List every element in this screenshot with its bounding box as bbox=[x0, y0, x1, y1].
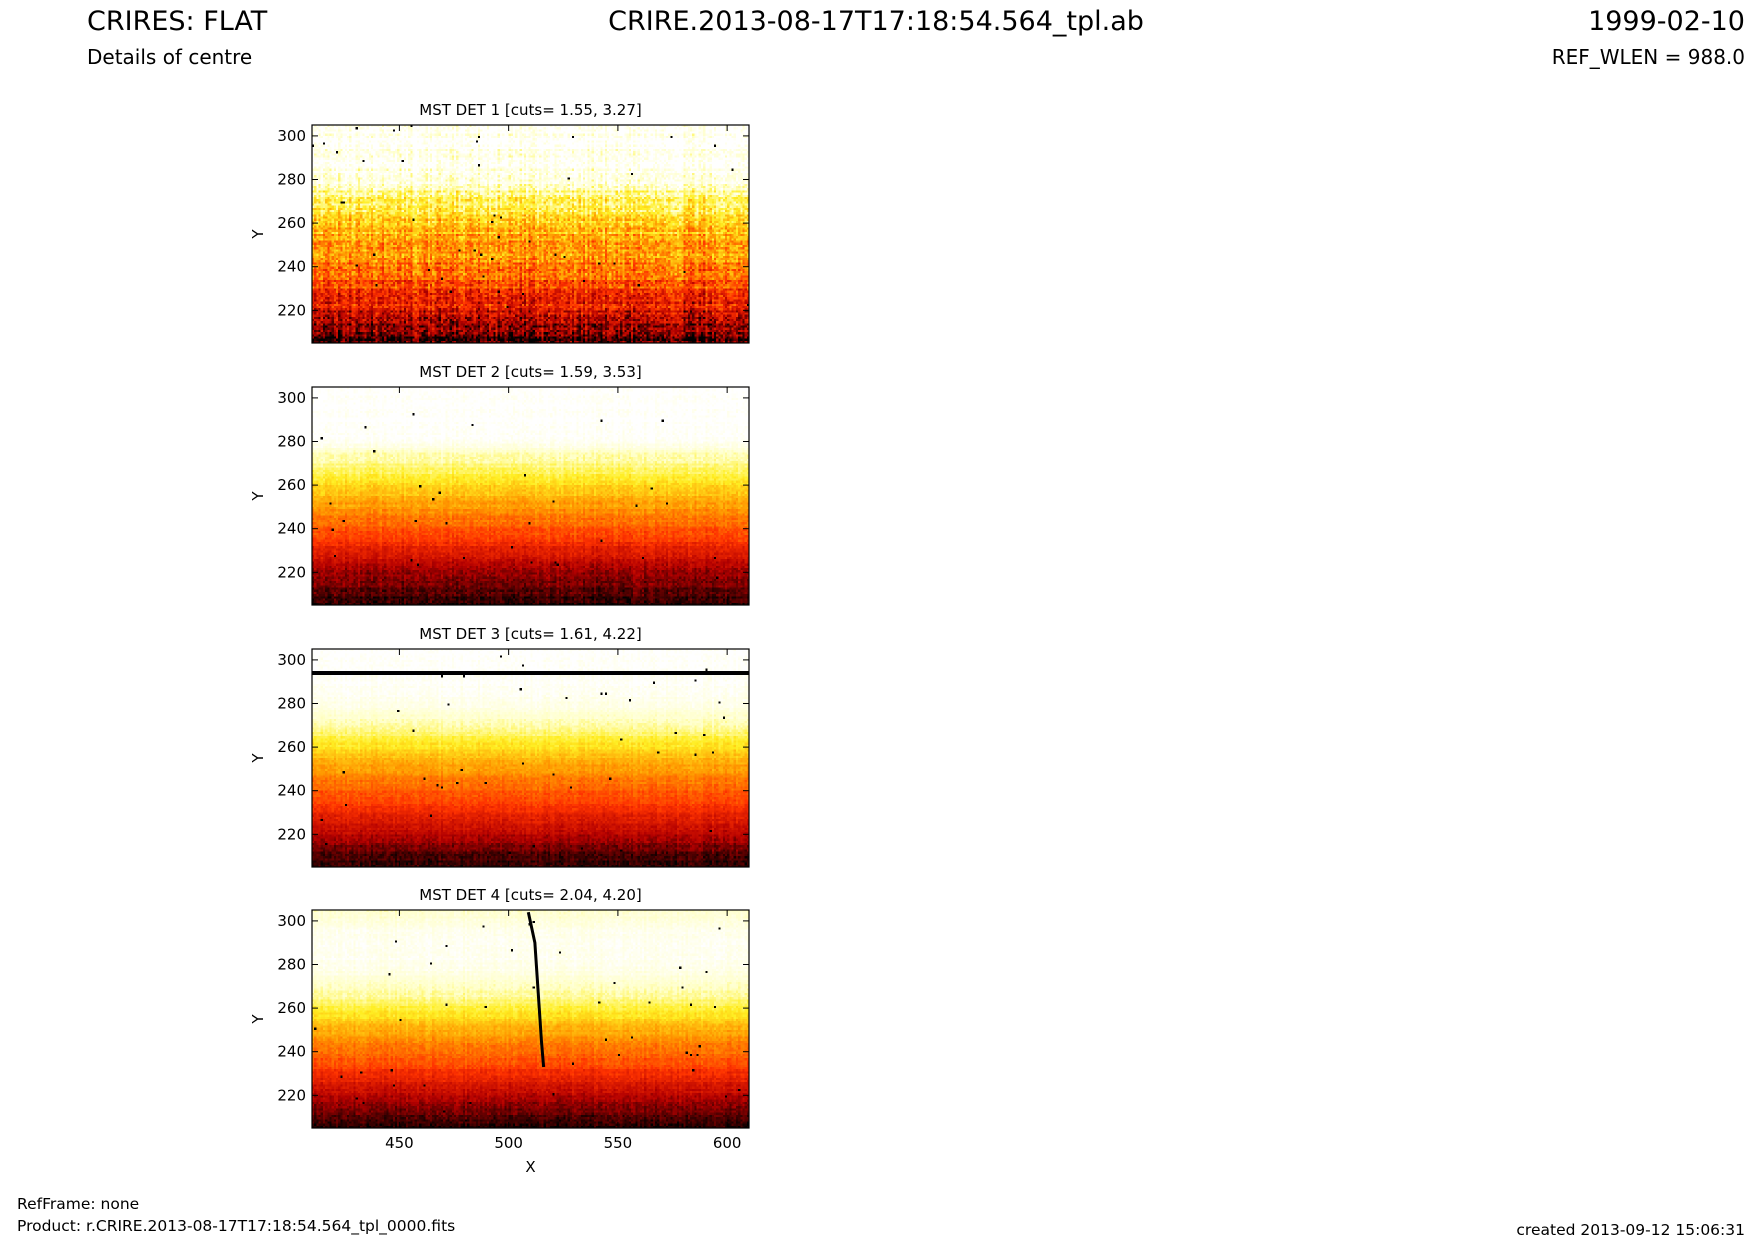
x-tick-label: 550 bbox=[604, 1134, 633, 1152]
y-tick-label: 220 bbox=[277, 301, 306, 319]
header-title: CRIRES: FLAT bbox=[87, 6, 268, 37]
y-tick-label: 280 bbox=[277, 171, 306, 189]
y-tick-label: 300 bbox=[277, 651, 306, 669]
panel-det-4: 220 240 260 280 300 450 500 550 600 MST DET 4 [cu… bbox=[249, 886, 750, 1176]
y-tick-label: 240 bbox=[277, 782, 306, 800]
y-tick-label: 280 bbox=[277, 695, 306, 713]
x-tick-label: 600 bbox=[713, 1134, 742, 1152]
panel-title: MST DET 1 [cuts= 1.55, 3.27] bbox=[419, 101, 642, 119]
x-axis-label: X bbox=[525, 1158, 535, 1176]
axes-frame bbox=[311, 124, 750, 344]
heatmap-image bbox=[312, 125, 749, 343]
heatmap-image bbox=[312, 910, 749, 1128]
header-filename: CRIRE.2013-08-17T17:18:54.564_tpl.ab bbox=[608, 6, 1144, 37]
footer-product: Product: r.CRIRE.2013-08-17T17:18:54.564… bbox=[17, 1217, 456, 1235]
panel-title: MST DET 4 [cuts= 2.04, 4.20] bbox=[419, 886, 642, 904]
axes-frame bbox=[311, 648, 750, 868]
y-tick-label: 260 bbox=[277, 738, 306, 756]
y-tick-label: 220 bbox=[277, 1086, 306, 1104]
panel-title: MST DET 3 [cuts= 1.61, 4.22] bbox=[419, 625, 642, 643]
panel-det-3: 220 240 260 280 300 MST DET 3 [cuts= 1.61, 4.… bbox=[249, 625, 750, 868]
y-axis-label: Y bbox=[249, 1014, 267, 1025]
y-tick-label: 220 bbox=[277, 563, 306, 581]
heatmap-image bbox=[312, 649, 749, 867]
footer-refframe: RefFrame: none bbox=[17, 1195, 140, 1213]
y-axis-label: Y bbox=[249, 753, 267, 764]
y-axis-label: Y bbox=[249, 491, 267, 502]
header-date: 1999-02-10 bbox=[1588, 6, 1745, 37]
y-tick-label: 240 bbox=[277, 520, 306, 538]
header-ref-wlen: REF_WLEN = 988.0 bbox=[1551, 45, 1745, 69]
panel-det-2: 220 240 260 280 300 MST DET 2 [cuts= 1.59, 3.… bbox=[249, 363, 750, 606]
y-tick-label: 240 bbox=[277, 258, 306, 276]
y-tick-label: 280 bbox=[277, 956, 306, 974]
y-tick-label: 240 bbox=[277, 1043, 306, 1061]
y-tick-label: 220 bbox=[277, 825, 306, 843]
y-tick-label: 300 bbox=[277, 912, 306, 930]
y-tick-label: 260 bbox=[277, 999, 306, 1017]
y-tick-label: 300 bbox=[277, 389, 306, 407]
panel-title: MST DET 2 [cuts= 1.59, 3.53] bbox=[419, 363, 642, 381]
x-tick-label: 450 bbox=[385, 1134, 414, 1152]
y-axis-label: Y bbox=[249, 229, 267, 240]
panel-det-1: 220 240 260 280 300 MST DET 1 [cuts= 1.55, 3.… bbox=[249, 101, 750, 344]
heatmap-image bbox=[312, 387, 749, 605]
y-tick-label: 300 bbox=[277, 127, 306, 145]
y-tick-label: 260 bbox=[277, 476, 306, 494]
axes-frame bbox=[311, 386, 750, 606]
header-subtitle: Details of centre bbox=[87, 45, 253, 69]
footer-created: created 2013-09-12 15:06:31 bbox=[1516, 1221, 1745, 1239]
detector-defect-trace bbox=[526, 911, 546, 1068]
x-tick-label: 500 bbox=[494, 1134, 523, 1152]
y-tick-label: 260 bbox=[277, 214, 306, 232]
axes-frame bbox=[311, 909, 750, 1129]
y-tick-label: 280 bbox=[277, 433, 306, 451]
